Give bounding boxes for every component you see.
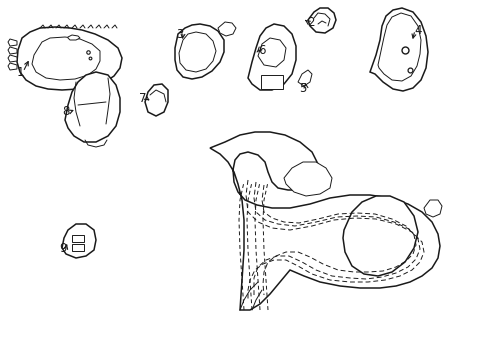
- Polygon shape: [218, 22, 236, 36]
- Polygon shape: [32, 37, 100, 80]
- Polygon shape: [342, 196, 417, 276]
- Text: 2: 2: [306, 15, 314, 28]
- Text: 5: 5: [299, 81, 306, 94]
- Polygon shape: [8, 39, 17, 46]
- Polygon shape: [247, 24, 295, 90]
- Polygon shape: [209, 132, 439, 310]
- Polygon shape: [68, 35, 80, 40]
- Text: 3: 3: [176, 27, 183, 40]
- Text: 4: 4: [413, 23, 421, 36]
- Bar: [72, 244, 84, 251]
- Polygon shape: [179, 32, 216, 72]
- Polygon shape: [8, 47, 17, 54]
- Polygon shape: [284, 162, 331, 196]
- Polygon shape: [65, 72, 120, 142]
- Text: 6: 6: [258, 44, 265, 57]
- Text: 8: 8: [62, 105, 70, 118]
- Polygon shape: [369, 8, 427, 91]
- Polygon shape: [62, 224, 96, 258]
- Polygon shape: [145, 84, 168, 116]
- Polygon shape: [423, 200, 441, 217]
- Polygon shape: [307, 8, 335, 33]
- Text: 1: 1: [16, 66, 24, 78]
- Polygon shape: [377, 13, 420, 81]
- Bar: [72, 235, 84, 242]
- Polygon shape: [8, 55, 17, 62]
- Polygon shape: [175, 24, 224, 79]
- Polygon shape: [258, 38, 285, 67]
- Bar: [261, 75, 283, 89]
- Polygon shape: [17, 27, 122, 90]
- Text: 7: 7: [139, 91, 146, 104]
- Text: 9: 9: [59, 242, 67, 255]
- Polygon shape: [8, 63, 17, 70]
- Polygon shape: [297, 70, 311, 86]
